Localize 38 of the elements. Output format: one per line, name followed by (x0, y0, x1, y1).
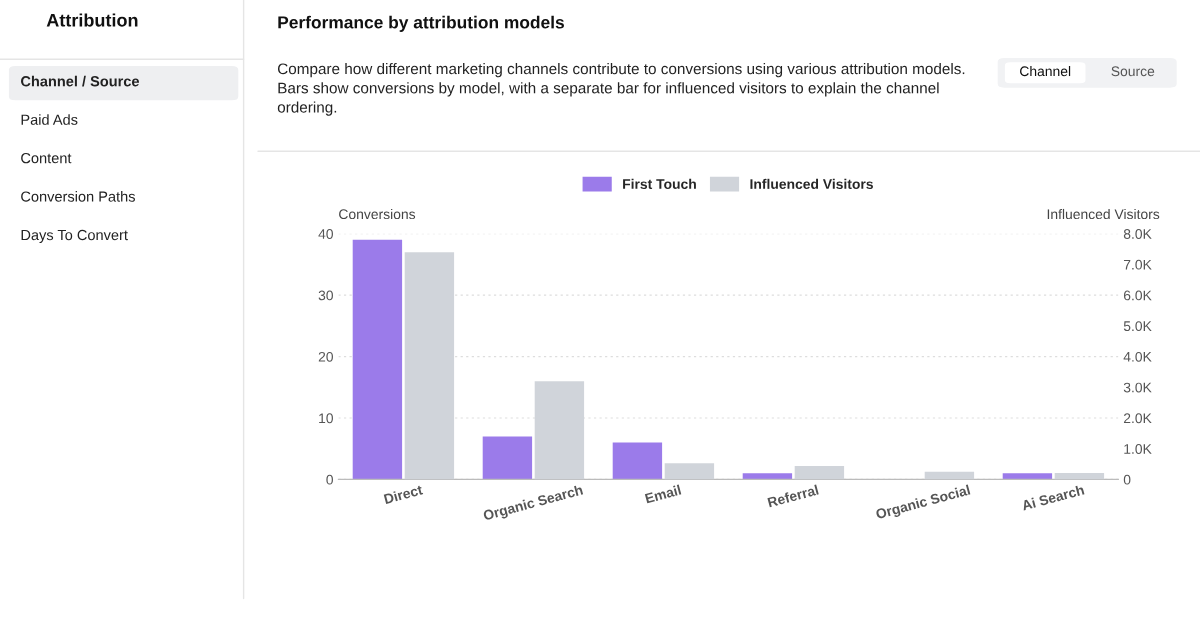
y-axis-title: Conversions (339, 208, 416, 220)
y-tick-label: 10 (319, 413, 333, 424)
y-tick-label: 40 (318, 229, 333, 239)
y2-tick-label: 6.0K (1123, 290, 1152, 301)
x-tick-label: Email (644, 484, 682, 504)
y2-tick-label: 5.0K (1123, 321, 1152, 332)
text: Channel / Source (21, 75, 140, 87)
y2-tick-label: 0 (1123, 474, 1131, 485)
text: Source (1111, 66, 1155, 77)
y2-tick-label: 2.0K (1123, 413, 1152, 424)
bar (534, 381, 585, 480)
y2-tick-label: 8.0K (1123, 229, 1152, 239)
y2-tick-label: 1.0K (1124, 444, 1152, 454)
bar (612, 442, 663, 480)
x-tick-label: Direct (383, 484, 424, 505)
x-tick-label: Organic Search (482, 484, 584, 524)
y2-tick-label: 7.0K (1123, 259, 1152, 270)
x-tick-label: Ai Search (1021, 484, 1085, 511)
bar (924, 471, 975, 480)
x-tick-label: Referral (767, 484, 819, 508)
text: Days To Convert (21, 229, 128, 244)
bar (794, 465, 845, 480)
y2-tick-label: 4.0K (1123, 351, 1152, 362)
text: Content (21, 152, 72, 164)
y-tick-label: 30 (318, 290, 333, 301)
text: Conversion Paths (21, 191, 135, 202)
y-tick-label: 20 (318, 351, 333, 362)
x-tick-label: Organic Social (875, 484, 972, 522)
legend-label: Influenced Visitors (750, 178, 873, 189)
text: Channel (1020, 65, 1071, 77)
chart-subtitle: Compare how different marketing channels contribute to conversions using various attribution models. Bars show conversions by model, with a separate bar for influenced visitors to explain the channel ordering. (277, 63, 965, 116)
legend-label: First Touch (623, 178, 696, 189)
y2-tick-label: 3.0K (1123, 382, 1152, 393)
y-tick-label: 0 (326, 474, 333, 485)
text: Paid Ads (21, 114, 78, 125)
y2-axis-title: Influenced Visitors (1047, 208, 1160, 220)
text: Attribution (46, 13, 138, 27)
chart-title: Performance by attribution models (278, 15, 564, 32)
